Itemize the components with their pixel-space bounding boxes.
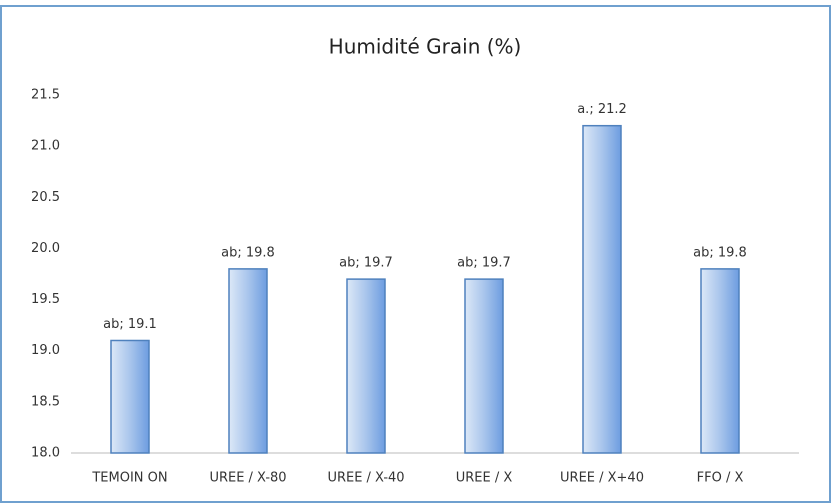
y-tick-label: 19.5 xyxy=(31,292,60,307)
y-tick-label: 20.0 xyxy=(31,241,60,256)
y-tick-label: 19.0 xyxy=(31,343,60,358)
value-label: ab; 19.7 xyxy=(339,256,393,271)
x-tick-label: UREE / X-80 xyxy=(209,471,286,486)
bar xyxy=(228,268,268,454)
y-tick-label: 18.5 xyxy=(31,394,60,409)
bar xyxy=(700,268,740,454)
value-label: ab; 19.8 xyxy=(221,245,275,260)
bar xyxy=(110,339,150,454)
y-tick-label: 18.0 xyxy=(31,446,60,461)
value-label: ab; 19.7 xyxy=(457,256,511,271)
value-label: a.; 21.2 xyxy=(577,102,627,117)
value-label: ab; 19.1 xyxy=(103,317,157,332)
x-tick-label: FFO / X xyxy=(697,471,744,486)
bar xyxy=(582,124,622,454)
x-tick-label: UREE / X+40 xyxy=(560,471,644,486)
bar xyxy=(464,278,504,454)
x-tick-label: UREE / X xyxy=(456,471,513,486)
bar xyxy=(346,278,386,454)
y-tick-label: 21.0 xyxy=(31,139,60,154)
x-tick-label: TEMOIN ON xyxy=(91,471,167,486)
value-label: ab; 19.8 xyxy=(693,245,747,260)
chart-title: Humidité Grain (%) xyxy=(329,35,522,59)
x-tick-label: UREE / X-40 xyxy=(327,471,404,486)
y-tick-label: 21.5 xyxy=(31,88,60,103)
y-tick-label: 20.5 xyxy=(31,190,60,205)
